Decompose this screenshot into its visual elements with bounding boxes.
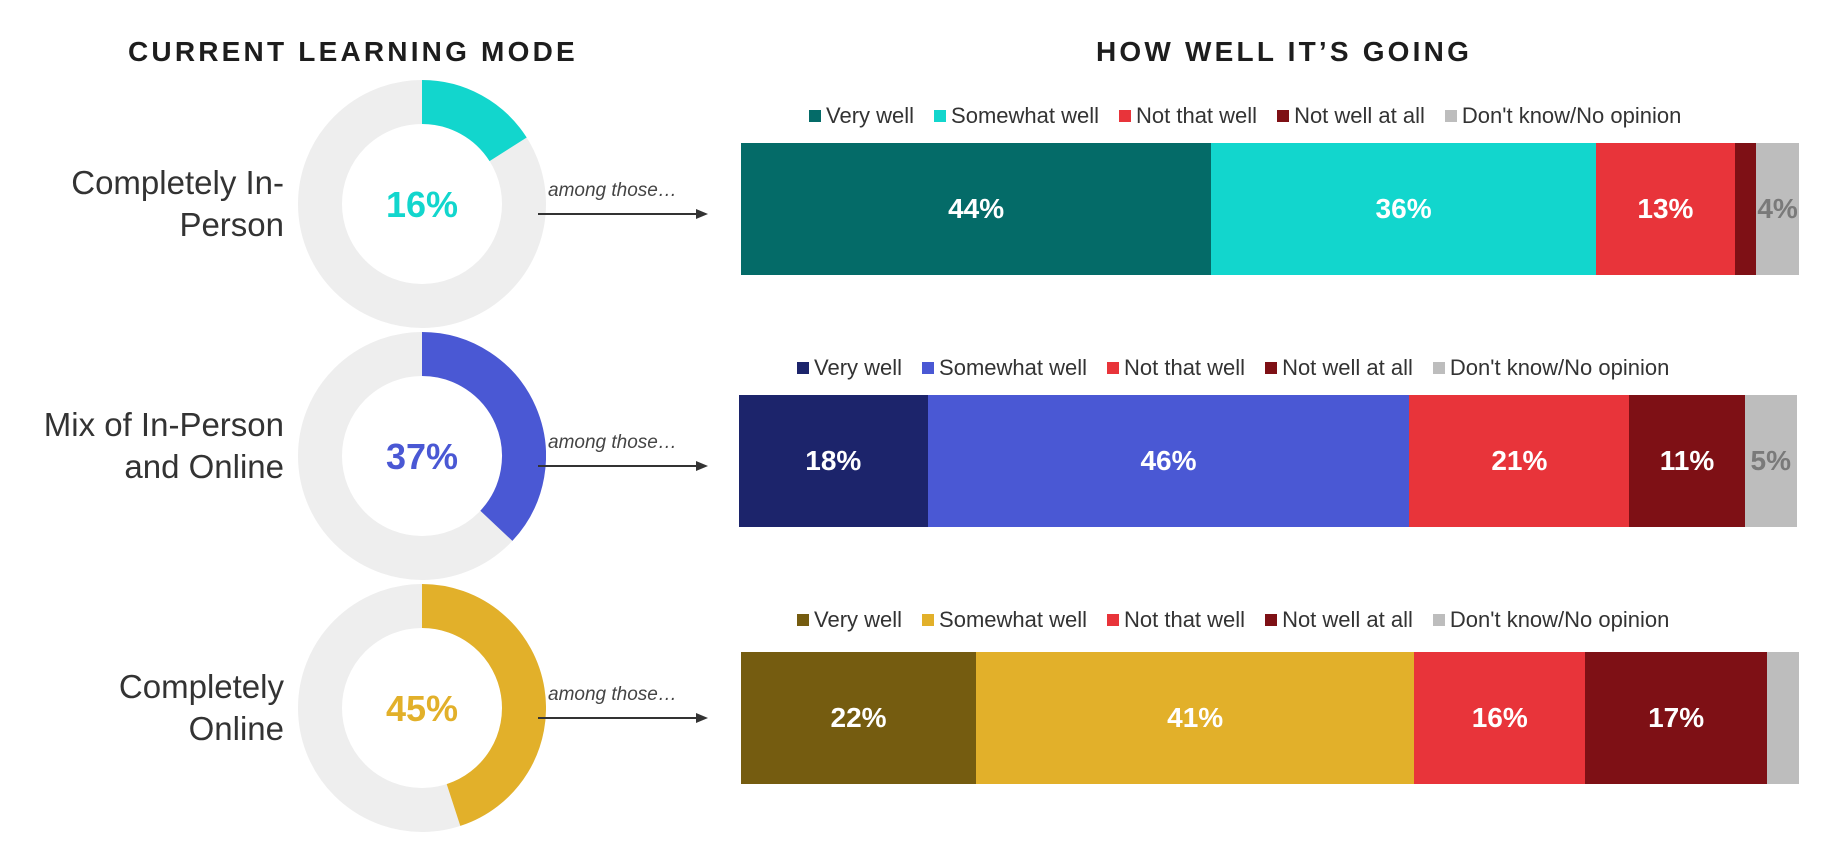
legend-label: Not that well	[1136, 103, 1258, 128]
bar-segment: 16%	[1414, 652, 1586, 784]
legend-swatch	[934, 110, 947, 122]
legend-swatch	[1265, 614, 1278, 626]
bar-segment-label: 11%	[1659, 445, 1715, 476]
arrow-icon	[538, 461, 708, 471]
bar-segment-label: 46%	[1140, 445, 1197, 476]
legend-label: Not that well	[1124, 355, 1246, 380]
bar-segment-label: 13%	[1637, 193, 1694, 224]
legend-swatch	[1432, 614, 1445, 626]
bar-segment-label: 21%	[1491, 445, 1548, 476]
legend-item: Somewhat well	[922, 355, 1087, 381]
legend-label: Somewhat well	[939, 355, 1087, 380]
among-those-label: among those…	[548, 180, 677, 201]
legend-label: Very well	[826, 103, 915, 128]
donut-slice	[421, 584, 546, 826]
legend-swatch	[1432, 362, 1445, 374]
legend-label: Somewhat well	[939, 607, 1087, 632]
legend-swatch	[797, 614, 809, 626]
legend-swatch	[1265, 362, 1278, 374]
legend-item: Don't know/No opinion	[1444, 103, 1682, 129]
legend-label: Very well	[814, 607, 903, 632]
legend-item: Not that well	[1107, 355, 1245, 381]
bar-segment: 5%	[1744, 395, 1797, 527]
donut-percent-label: 16%	[386, 184, 458, 225]
legend-swatch	[1444, 110, 1457, 122]
legend: Very well Somewhat well Not that well Not w…	[797, 607, 1689, 633]
legend-item: Not well at all	[1277, 103, 1425, 129]
donut-slice	[421, 332, 546, 541]
legend-item: Somewhat well	[934, 103, 1099, 129]
bar-segment: 36%	[1211, 143, 1596, 275]
bar-segment: 4%	[1756, 143, 1799, 275]
bar-segment-label: 18%	[805, 445, 862, 476]
legend-item: Don't know/No opinion	[1432, 607, 1670, 633]
among-those-label: among those…	[548, 684, 677, 705]
bar-segment-label: 17%	[1648, 702, 1705, 733]
among-those-label: among those…	[548, 432, 677, 453]
stacked-bar: 18% 46% 21% 11% 5%	[739, 395, 1797, 527]
donut-slice	[421, 80, 527, 162]
mode-label: Completely Online	[118, 668, 284, 747]
bar-segment: 11%	[1629, 395, 1745, 527]
legend-swatch	[1107, 362, 1119, 374]
legend-item: Don't know/No opinion	[1432, 355, 1670, 381]
legend-label: Not well at all	[1282, 355, 1413, 380]
legend-item: Not that well	[1107, 607, 1245, 633]
stacked-bar: 22% 41% 16% 17%	[741, 652, 1799, 784]
donut-percent-label: 45%	[386, 688, 458, 729]
bar-segment-label: 41%	[1167, 702, 1224, 733]
bar-segment: 41%	[976, 652, 1415, 784]
legend-label: Don't know/No opinion	[1449, 355, 1670, 380]
bar-segment-label: 22%	[830, 702, 887, 733]
bar-segment	[1766, 652, 1799, 784]
legend-item: Very well	[809, 103, 914, 129]
bar-segment-label: 4%	[1757, 193, 1798, 224]
bar-segment-label: 36%	[1375, 193, 1432, 224]
bar-segment	[1734, 143, 1757, 275]
bar-segment-label: 44%	[948, 193, 1005, 224]
legend-label: Not well at all	[1282, 607, 1413, 632]
legend-swatch	[1119, 110, 1131, 122]
legend-item: Very well	[797, 607, 902, 633]
donut-percent-label: 37%	[386, 436, 458, 477]
legend-swatch	[809, 110, 821, 122]
legend-label: Don't know/No opinion	[1449, 607, 1670, 632]
mode-label: Completely In- Person	[71, 164, 284, 243]
bar-segment: 22%	[741, 652, 977, 784]
legend-label: Don't know/No opinion	[1461, 103, 1682, 128]
legend-swatch	[922, 362, 935, 374]
legend-swatch	[1277, 110, 1290, 122]
legend-item: Very well	[797, 355, 902, 381]
mode-label: Mix of In-Person and Online	[43, 406, 284, 485]
bar-segment: 13%	[1595, 143, 1735, 275]
legend-swatch	[922, 614, 935, 626]
legend-swatch	[1107, 614, 1119, 626]
legend-label: Very well	[814, 355, 903, 380]
legend: Very well Somewhat well Not that well Not w…	[797, 355, 1689, 381]
legend: Very well Somewhat well Not that well Not w…	[809, 103, 1701, 129]
bar-segment: 44%	[741, 143, 1212, 275]
legend-label: Not that well	[1124, 607, 1246, 632]
arrow-icon	[538, 209, 708, 219]
legend-item: Somewhat well	[922, 607, 1087, 633]
stacked-bar: 44% 36% 13% 4%	[741, 143, 1799, 275]
donut-chart: 45%	[298, 584, 546, 832]
legend-item: Not well at all	[1265, 607, 1413, 633]
bar-segment: 18%	[739, 395, 928, 527]
legend-label: Somewhat well	[951, 103, 1099, 128]
left-header: CURRENT LEARNING MODE	[128, 36, 578, 67]
bar-segment-label: 16%	[1471, 702, 1528, 733]
legend-swatch	[797, 362, 809, 374]
bar-segment: 17%	[1585, 652, 1767, 784]
arrow-icon	[538, 713, 708, 723]
right-header: HOW WELL IT’S GOING	[1096, 36, 1473, 67]
bar-segment: 46%	[927, 395, 1410, 527]
legend-item: Not that well	[1119, 103, 1257, 129]
donut-chart: 37%	[298, 332, 546, 580]
bar-segment-label: 5%	[1750, 445, 1792, 476]
legend-item: Not well at all	[1265, 355, 1413, 381]
legend-label: Not well at all	[1294, 103, 1425, 128]
bar-segment: 21%	[1409, 395, 1630, 527]
donut-chart: 16%	[298, 80, 546, 328]
